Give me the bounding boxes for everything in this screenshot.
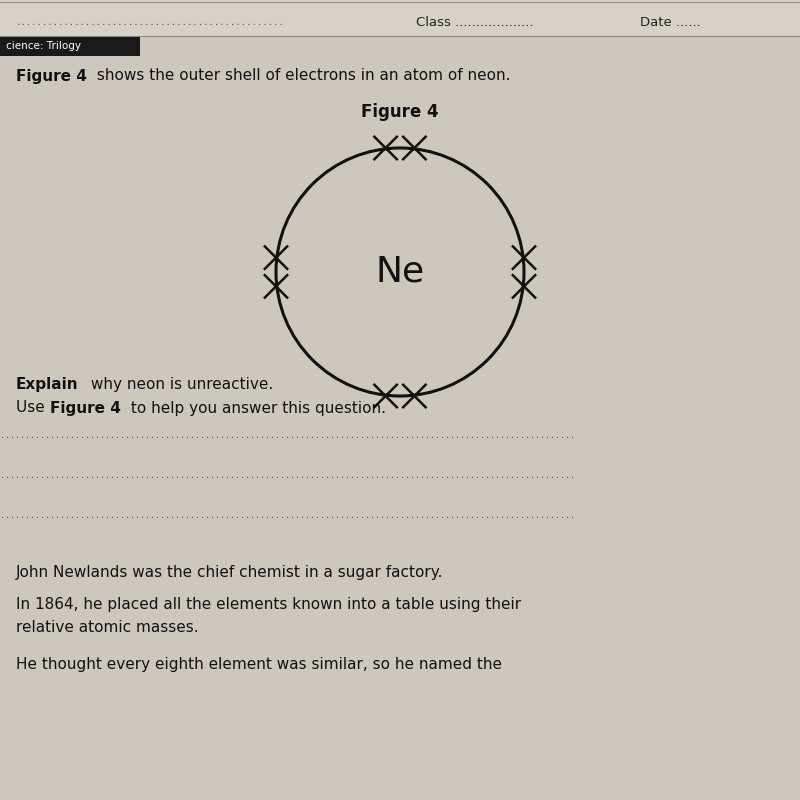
Text: ..................................................: ........................................… [16, 18, 285, 27]
Text: Figure 4: Figure 4 [16, 69, 87, 83]
Text: Figure 4: Figure 4 [50, 401, 122, 415]
Text: Class ...................: Class ................... [416, 16, 534, 29]
Text: Use: Use [16, 401, 50, 415]
Text: In 1864, he placed all the elements known into a table using their: In 1864, he placed all the elements know… [16, 597, 521, 611]
Text: Figure 4: Figure 4 [361, 103, 439, 121]
Text: why neon is unreactive.: why neon is unreactive. [86, 377, 273, 391]
Text: He thought every eighth element was similar, so he named the: He thought every eighth element was simi… [16, 657, 502, 671]
Text: ................................................................................: ........................................… [0, 471, 575, 481]
Text: shows the outer shell of electrons in an atom of neon.: shows the outer shell of electrons in an… [92, 69, 510, 83]
Text: John Newlands was the chief chemist in a sugar factory.: John Newlands was the chief chemist in a… [16, 565, 443, 579]
FancyBboxPatch shape [0, 37, 140, 56]
Text: Date ......: Date ...... [640, 16, 701, 29]
Text: Ne: Ne [375, 255, 425, 289]
Text: ................................................................................: ........................................… [0, 431, 575, 441]
Text: relative atomic masses.: relative atomic masses. [16, 621, 198, 635]
Text: Explain: Explain [16, 377, 78, 391]
Text: to help you answer this question.: to help you answer this question. [126, 401, 386, 415]
Text: cience: Trilogy: cience: Trilogy [6, 42, 82, 51]
Text: ................................................................................: ........................................… [0, 511, 575, 521]
FancyBboxPatch shape [0, 0, 800, 36]
